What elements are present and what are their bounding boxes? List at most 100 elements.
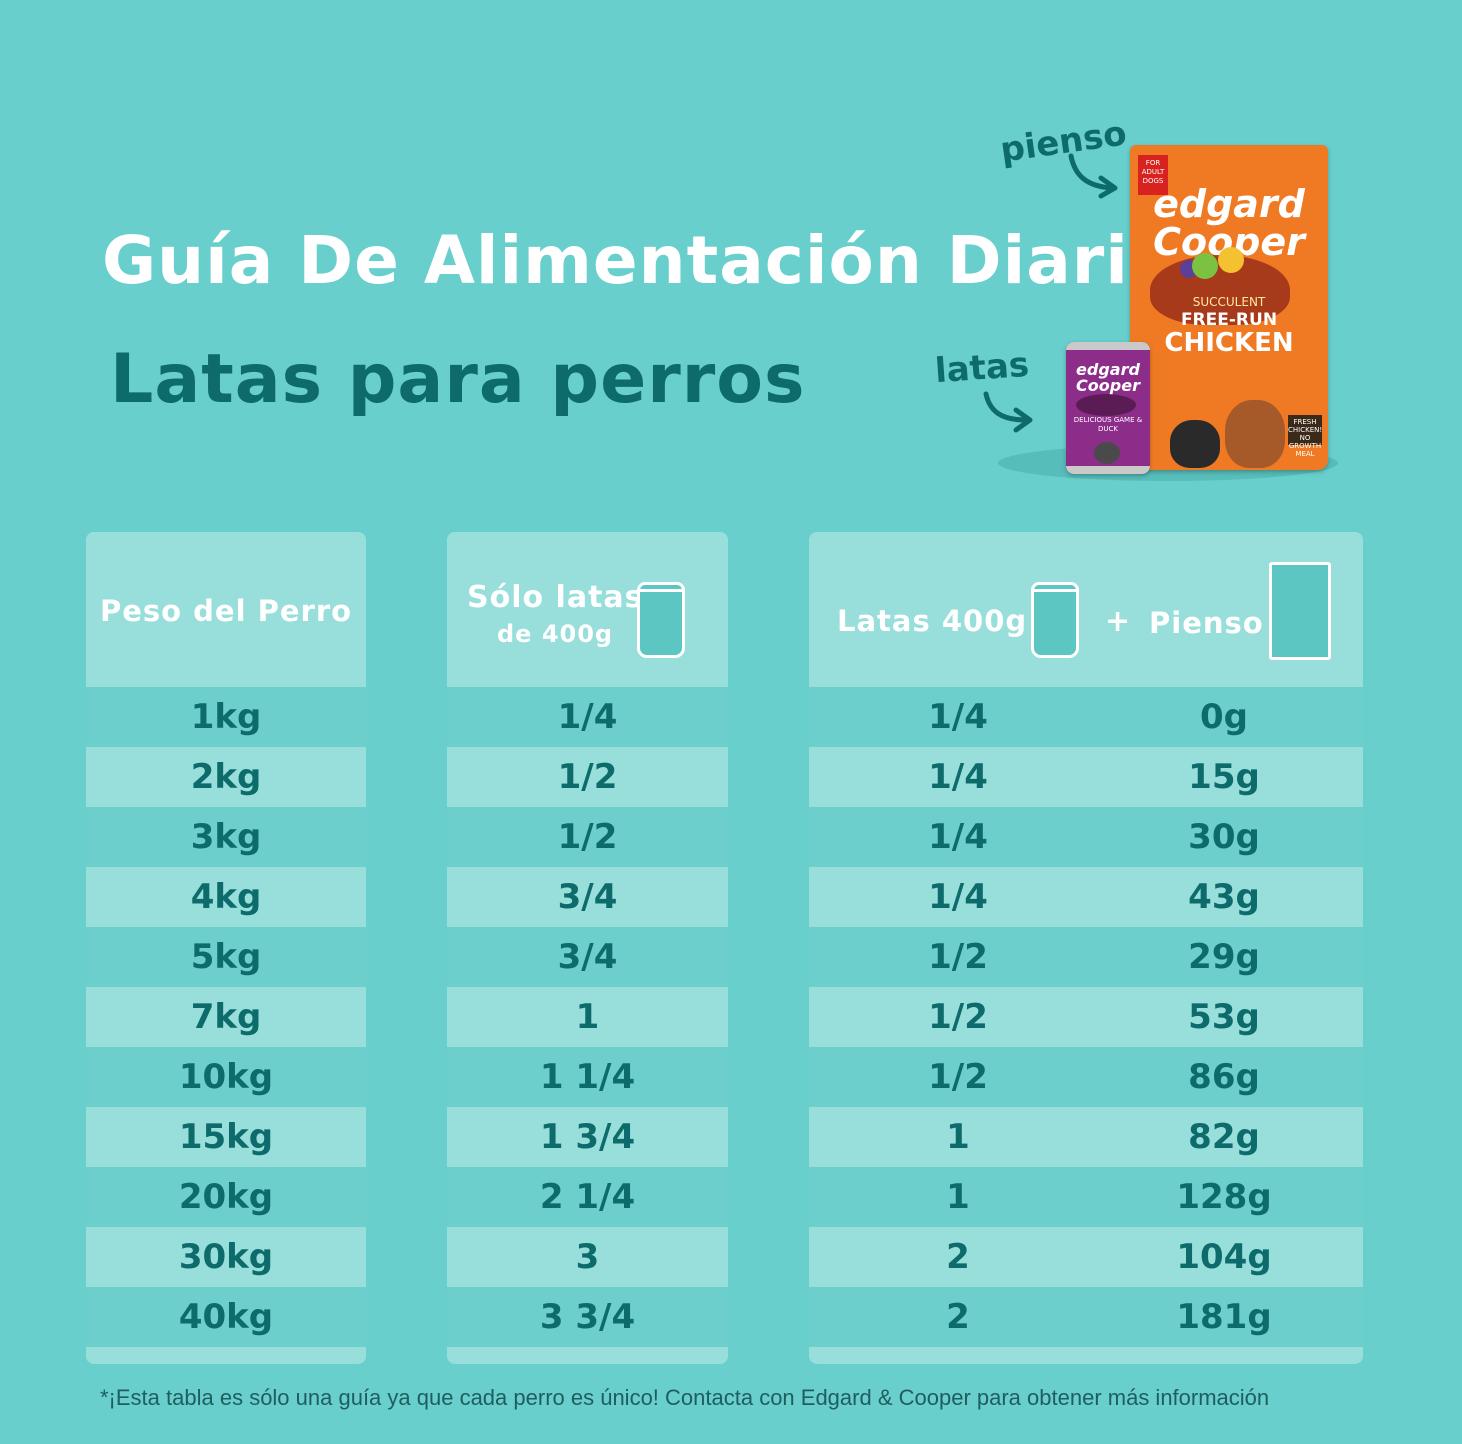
table-row: 3 xyxy=(447,1227,728,1287)
bag-claim-mid: FREE-RUN xyxy=(1180,310,1278,330)
cell-weight: 2kg xyxy=(190,757,262,797)
bag-icon xyxy=(1269,562,1331,660)
can-rim xyxy=(1066,342,1150,350)
cell-cans: 1/2 xyxy=(928,997,988,1037)
table-row: 2 104g xyxy=(809,1227,1363,1287)
cell-cans: 1/4 xyxy=(928,697,988,737)
cell-dry-food: 104g xyxy=(1176,1237,1272,1277)
table-row: 15kg xyxy=(86,1107,366,1167)
table-row: 1/4 0g xyxy=(809,687,1363,747)
table-row: 2 1/4 xyxy=(447,1167,728,1227)
bag-claim-main: CHICKEN xyxy=(1164,328,1294,358)
table-header: Peso del Perro xyxy=(86,532,366,687)
can-food-illustration xyxy=(1076,394,1136,416)
cell-dry-food: 43g xyxy=(1188,877,1260,917)
cell-dry-food: 82g xyxy=(1188,1117,1260,1157)
arrow-latas-icon xyxy=(983,391,1033,433)
table-row: 1 3/4 xyxy=(447,1107,728,1167)
can-label: DELICIOUS GAME & DUCK xyxy=(1073,416,1143,433)
cell-dry-food: 128g xyxy=(1176,1177,1272,1217)
callout-latas: latas xyxy=(933,344,1031,392)
cell-cans: 1/4 xyxy=(928,817,988,857)
header-de-400g: de 400g xyxy=(497,620,614,648)
page-title: Guía De Alimentación Diaria xyxy=(102,222,1175,299)
table-row: 1/2 53g xyxy=(809,987,1363,1047)
cell-cans-only: 1/2 xyxy=(557,817,618,857)
can-rim xyxy=(1066,466,1150,474)
table-header: Latas 400g + Pienso xyxy=(809,532,1363,687)
table-cans-only: Sólo latas de 400g 1/4 1/2 1/2 3/4 3/4 1 1 1/4… xyxy=(447,532,728,1364)
table-row: 1/2 xyxy=(447,807,728,867)
cell-cans: 1 xyxy=(946,1117,970,1157)
table-row: 2 181g xyxy=(809,1287,1363,1347)
cell-cans-only: 3 xyxy=(575,1237,600,1277)
cell-weight: 3kg xyxy=(190,817,262,857)
table-row: 3/4 xyxy=(447,927,728,987)
table-row: 1 128g xyxy=(809,1167,1363,1227)
table-row: 1kg xyxy=(86,687,366,747)
page-subtitle: Latas para perros xyxy=(110,340,806,419)
table-body: 1/4 0g 1/4 15g 1/4 30g 1/4 43g 1/2 29g 1/2 53g 1/2 86… xyxy=(809,687,1363,1347)
table-row: 1/4 15g xyxy=(809,747,1363,807)
table-row: 7kg xyxy=(86,987,366,1047)
fruit-illustration xyxy=(1192,253,1218,279)
wet-food-can-image: edgard Cooper DELICIOUS GAME & DUCK xyxy=(1066,342,1150,474)
table-row: 5kg xyxy=(86,927,366,987)
cell-dry-food: 53g xyxy=(1188,997,1260,1037)
can-icon xyxy=(1031,582,1079,658)
table-row: 2kg xyxy=(86,747,366,807)
table-row: 20kg xyxy=(86,1167,366,1227)
cell-cans-only: 1 3/4 xyxy=(539,1117,636,1157)
table-row: 3/4 xyxy=(447,867,728,927)
table-row: 1 1/4 xyxy=(447,1047,728,1107)
header-latas-400g: Latas 400g xyxy=(837,604,1028,638)
cell-cans-only: 1/4 xyxy=(557,697,618,737)
table-body: 1/4 1/2 1/2 3/4 3/4 1 1 1/4 1 3/4 2 1/4 3 3 3/4 xyxy=(447,687,728,1347)
table-row: 3kg xyxy=(86,807,366,867)
cell-weight: 5kg xyxy=(190,937,262,977)
cell-cans: 2 xyxy=(946,1237,970,1277)
table-header: Sólo latas de 400g xyxy=(447,532,728,687)
table-row: 1/4 30g xyxy=(809,807,1363,867)
cell-weight: 20kg xyxy=(178,1177,274,1217)
table-row: 1/2 xyxy=(447,747,728,807)
cell-weight: 1kg xyxy=(190,697,262,737)
cell-dry-food: 30g xyxy=(1188,817,1260,857)
cell-weight: 30kg xyxy=(178,1237,274,1277)
table-dog-weight: Peso del Perro 1kg 2kg 3kg 4kg 5kg 7kg 10kg 15k… xyxy=(86,532,366,1364)
table-row: 1/4 43g xyxy=(809,867,1363,927)
table-row: 30kg xyxy=(86,1227,366,1287)
cell-dry-food: 181g xyxy=(1176,1297,1272,1337)
header-solo-latas: Sólo latas xyxy=(467,580,644,615)
bag-tag: FOR ADULT DOGS xyxy=(1138,155,1168,195)
cell-cans-only: 1 xyxy=(575,997,600,1037)
dog-illustration xyxy=(1170,420,1220,468)
footnote: *¡Esta tabla es sólo una guía ya que cad… xyxy=(100,1385,1270,1410)
arrow-pienso-icon xyxy=(1068,153,1118,199)
cell-cans: 2 xyxy=(946,1297,970,1337)
bag-sign: FRESH CHICKEN! NO GROWTH MEAL xyxy=(1288,415,1322,458)
table-row: 1/2 29g xyxy=(809,927,1363,987)
table-cans-plus-dry: Latas 400g + Pienso 1/4 0g 1/4 15g 1/4 30g 1/4… xyxy=(809,532,1363,1364)
table-row: 1/4 xyxy=(447,687,728,747)
table-row: 1 xyxy=(447,987,728,1047)
cell-dry-food: 29g xyxy=(1188,937,1260,977)
cell-weight: 7kg xyxy=(190,997,262,1037)
cell-dry-food: 0g xyxy=(1200,697,1248,737)
cell-cans: 1/2 xyxy=(928,1057,988,1097)
cell-weight: 10kg xyxy=(178,1057,274,1097)
table-row: 4kg xyxy=(86,867,366,927)
cell-cans-only: 2 1/4 xyxy=(539,1177,636,1217)
fruit-illustration xyxy=(1218,247,1244,273)
cell-weight: 40kg xyxy=(178,1297,274,1337)
table-body: 1kg 2kg 3kg 4kg 5kg 7kg 10kg 15kg 20kg 30kg 40kg xyxy=(86,687,366,1347)
cell-cans: 1/2 xyxy=(928,937,988,977)
table-row: 10kg xyxy=(86,1047,366,1107)
table-row: 40kg xyxy=(86,1287,366,1347)
table-row: 3 3/4 xyxy=(447,1287,728,1347)
table-row: 1/2 86g xyxy=(809,1047,1363,1107)
cell-dry-food: 15g xyxy=(1188,757,1260,797)
cell-dry-food: 86g xyxy=(1188,1057,1260,1097)
cell-cans-only: 1/2 xyxy=(557,757,618,797)
cell-cans: 1/4 xyxy=(928,877,988,917)
